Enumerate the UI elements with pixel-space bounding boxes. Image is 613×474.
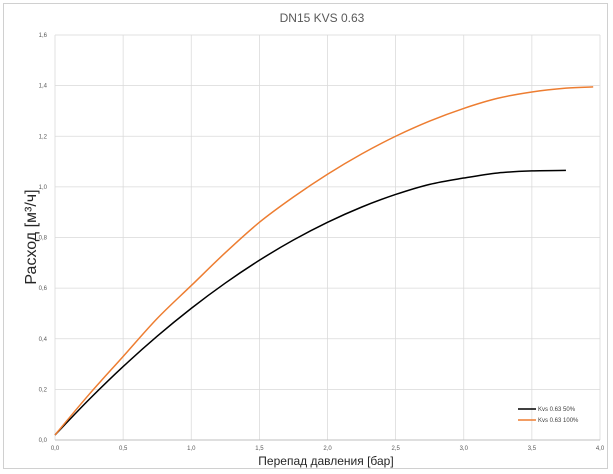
series-line-1 (54, 169, 566, 436)
x-tick-labels: 0,0 0,5 1,0 1,5 2,0 2,5 3,0 3,5 4,0 (51, 446, 605, 452)
y-tick-label: 1,4 (39, 84, 48, 90)
x-tick-label: 4,0 (596, 446, 605, 452)
x-tick-label: 1,0 (187, 446, 196, 452)
y-tick-labels: 0,0 0,2 0,4 0,6 0,8 1,0 1,2 1,4 1,6 (39, 33, 48, 444)
x-tick-label: 3,0 (460, 446, 469, 452)
chart-grid (54, 34, 601, 441)
legend-label-2: Kvs 0.63 100% (538, 418, 579, 424)
y-tick-label: 0,2 (39, 387, 48, 393)
y-tick-label: 1,6 (39, 33, 48, 39)
x-tick-label: 3,5 (528, 446, 537, 452)
y-tick-label: 0,6 (39, 286, 48, 292)
y-tick-label: 0,8 (39, 236, 48, 242)
y-tick-label: 1,2 (39, 134, 48, 140)
chart-series (54, 86, 594, 436)
legend-label-1: Kvs 0.63 50% (538, 407, 576, 413)
y-axis-label: Расход [м³/ч] (23, 189, 40, 284)
x-tick-label: 2,0 (323, 446, 332, 452)
y-tick-label: 0,0 (39, 438, 48, 444)
x-tick-label: 0,0 (51, 446, 60, 452)
x-tick-label: 0,5 (119, 446, 128, 452)
y-tick-label: 1,0 (39, 185, 48, 191)
series-line-2 (54, 86, 594, 436)
x-tick-label: 2,5 (391, 446, 400, 452)
x-tick-label: 1,5 (255, 446, 264, 452)
x-axis-label: Перепад давления [бар] (258, 454, 393, 468)
chart-title: DN15 KVS 0.63 (280, 11, 365, 25)
chart-frame (3, 3, 608, 469)
chart-legend: Kvs 0.63 50% Kvs 0.63 100% (518, 407, 579, 424)
y-tick-label: 0,4 (39, 337, 48, 343)
